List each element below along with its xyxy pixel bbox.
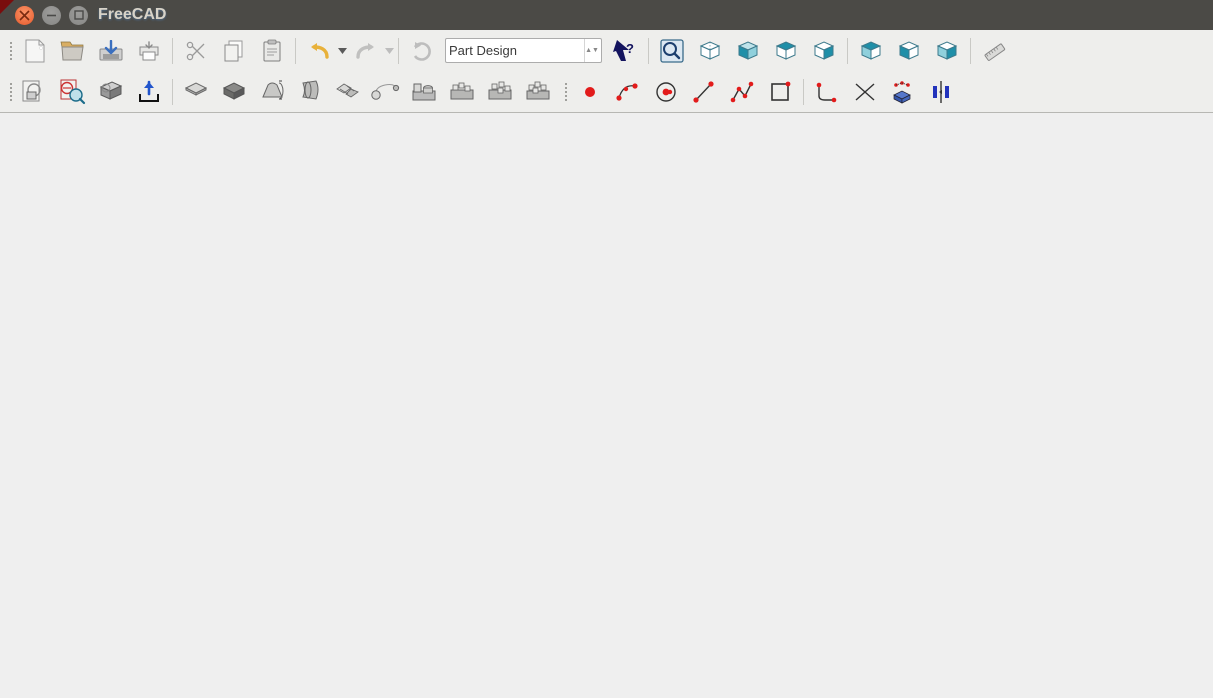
svg-text:?: ? xyxy=(626,41,634,56)
